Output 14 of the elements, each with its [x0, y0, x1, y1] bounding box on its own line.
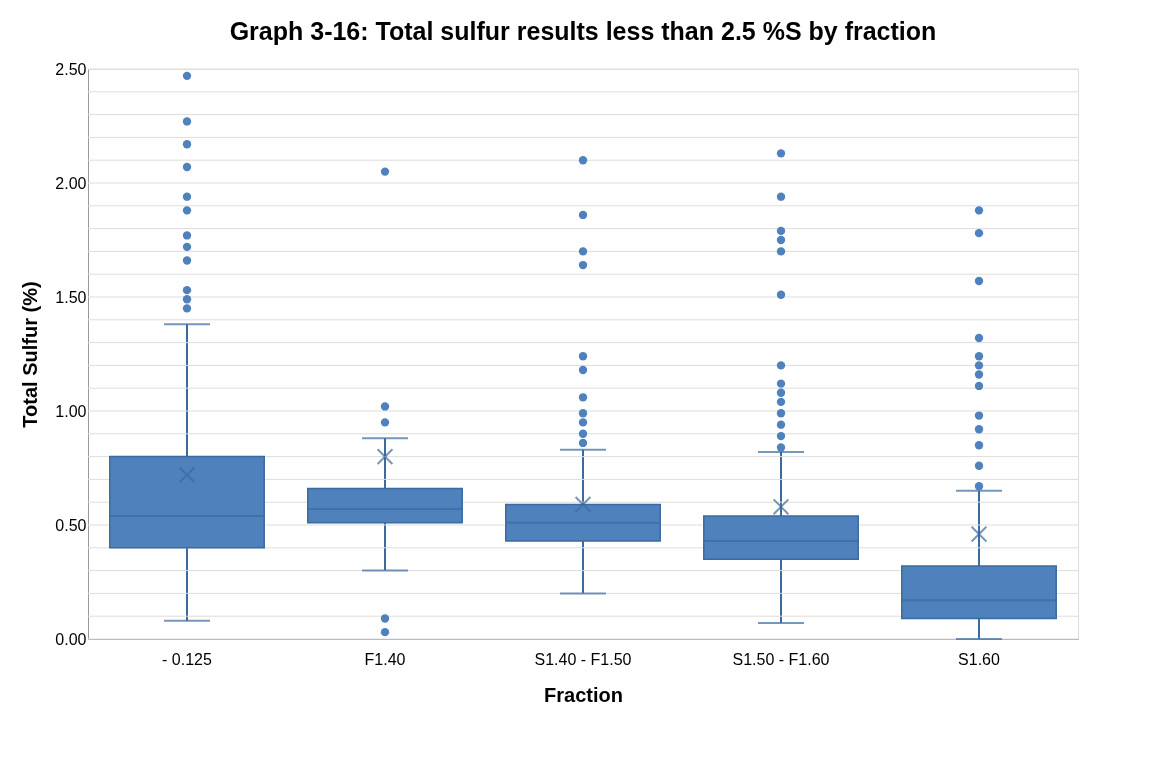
x-tick-label: F1.40 — [364, 650, 406, 668]
y-axis-title: Total Sulfur (%) — [19, 281, 42, 428]
x-axis-title: Fraction — [544, 683, 623, 706]
x-tick-label: S1.50 - F1.60 — [732, 650, 830, 668]
x-tick-label: - 0.125 — [162, 650, 213, 668]
x-tick-label: S1.60 — [958, 650, 1001, 668]
y-tick-label: 0.00 — [55, 630, 87, 648]
y-tick-label: 0.50 — [55, 516, 87, 534]
chart-title: Graph 3-16: Total sulfur results less than 2.5 %S by fraction — [229, 17, 937, 45]
x-tick-label: S1.40 - F1.50 — [534, 650, 632, 668]
y-tick-label: 1.00 — [55, 402, 87, 420]
y-tick-label: 2.00 — [55, 174, 87, 192]
y-tick-label: 1.50 — [55, 288, 87, 306]
y-tick-label: 2.50 — [55, 60, 87, 78]
